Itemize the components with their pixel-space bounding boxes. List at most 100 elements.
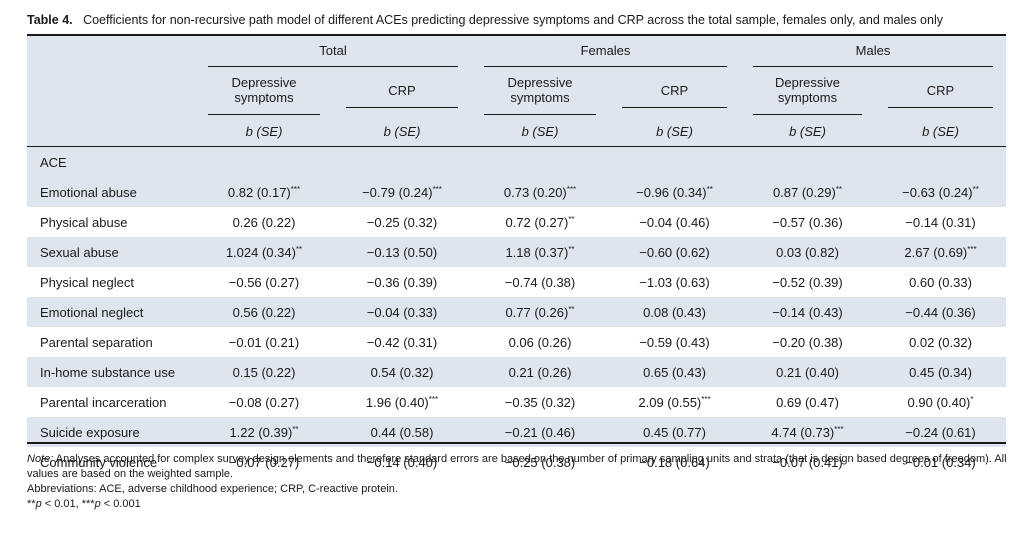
coefficient-cell: −0.01 (0.21) — [228, 334, 300, 350]
table-row: Sexual abuse 1.024 (0.34)** −0.13 (0.50) 1.… — [27, 237, 1006, 267]
coefficient-cell: −0.79 (0.24)*** — [333, 177, 471, 207]
coefficient-cell: 0.77 (0.26)** — [471, 297, 609, 327]
section-label: ACE — [27, 146, 195, 177]
stub-header — [27, 36, 195, 74]
table-row: Physical neglect −0.56 (0.27) −0.36 (0.39)… — [27, 267, 1006, 297]
ace-label: In-home substance use — [27, 357, 195, 387]
significance-marker: ** — [568, 304, 575, 314]
coefficient-cell: 0.02 (0.32) — [909, 334, 972, 350]
coefficient-cell: −0.57 (0.36) — [772, 214, 843, 230]
ace-label: Parental separation — [40, 334, 153, 350]
table-caption: Table 4. Coefficients for non-recursive … — [27, 12, 943, 28]
coefficient-cell: −0.07 (0.27) — [228, 454, 300, 470]
coefficient-cell: 0.06 (0.26) — [508, 334, 572, 350]
table-notes: Note: Analyses accounted for complex sur… — [27, 452, 1007, 512]
coefficient-unit-header: b (SE) — [245, 123, 283, 139]
table-body: ACE Emotional abuse 0.82 (0.17)*** −0.79 (… — [27, 146, 1006, 478]
ace-label: Community violence — [40, 454, 158, 470]
coefficient-cell: −1.03 (0.63) — [639, 274, 710, 290]
coefficient-unit-header: b (SE) — [656, 123, 693, 139]
table-row: Physical abuse 0.26 (0.22) −0.25 (0.32) 0.7… — [27, 207, 1006, 237]
significance-marker: ** — [972, 184, 979, 194]
table-header: Total Females Males Depressive symptoms … — [27, 36, 1006, 147]
coefficient-cell: 0.56 (0.22) — [195, 297, 333, 327]
significance-marker: * — [970, 394, 974, 404]
ace-label: Physical abuse — [40, 214, 128, 230]
coefficient-cell: −0.56 (0.27) — [228, 274, 300, 290]
outcome-header: CRP — [875, 74, 1006, 116]
coefficient-cell: 1.18 (0.37)** — [471, 237, 609, 267]
table-row: Community violence −0.07 (0.27) −0.14 (0.4… — [27, 447, 1006, 477]
significance-marker: *** — [701, 394, 711, 404]
coefficient-cell: 0.82 (0.17)*** — [195, 177, 333, 207]
coefficient-cell: −0.14 (0.40) — [366, 454, 438, 470]
coefficient-unit-header: b (SE) — [521, 123, 559, 139]
coefficient-cell: −0.25 (0.38) — [504, 454, 576, 470]
coefficient-cell: −0.35 (0.32) — [504, 394, 576, 410]
coefficient-cell: −0.13 (0.50) — [333, 237, 471, 267]
significance-marker: *** — [834, 424, 844, 434]
coefficient-unit-header: b (SE) — [789, 123, 826, 139]
coefficient-cell: 0.87 (0.29)** — [740, 177, 875, 207]
coefficient-cell: −0.20 (0.38) — [772, 334, 843, 350]
significance-legend: **p < 0.01, ***p < 0.001 — [27, 498, 141, 510]
coefficient-cell: −0.60 (0.62) — [609, 237, 740, 267]
coefficient-cell: −0.14 (0.43) — [740, 297, 875, 327]
coefficient-cell: −0.07 (0.41) — [772, 454, 843, 470]
significance-marker: ** — [292, 424, 299, 434]
table-row: Parental incarceration −0.08 (0.27) 1.96 (… — [27, 387, 1006, 417]
coefficient-cell: 0.45 (0.34) — [875, 357, 1006, 387]
coefficient-cell: −0.59 (0.43) — [639, 334, 710, 350]
units-header-row: b (SE) b (SE) b (SE) b (SE) b (SE) b (SE) — [27, 116, 1006, 147]
coefficient-cell: 1.96 (0.40)*** — [365, 394, 439, 410]
coefficient-cell: 0.21 (0.26) — [471, 357, 609, 387]
significance-marker: ** — [568, 214, 575, 224]
ace-label: Parental incarceration — [40, 394, 167, 410]
significance-marker: ** — [568, 244, 575, 254]
coefficient-cell: 0.54 (0.32) — [333, 357, 471, 387]
table-title: Coefficients for non-recursive path mode… — [83, 13, 943, 27]
coefficient-cell: 0.15 (0.22) — [195, 357, 333, 387]
significance-marker: *** — [967, 244, 977, 254]
coefficient-cell: 0.21 (0.40) — [740, 357, 875, 387]
significance-marker: ** — [835, 184, 843, 194]
significance-marker: *** — [290, 184, 301, 194]
table-row: Emotional abuse 0.82 (0.17)*** −0.79 (0.24… — [27, 177, 1006, 207]
coefficient-cell: 0.72 (0.27)** — [505, 214, 575, 230]
coefficient-cell: 1.024 (0.34)** — [195, 237, 333, 267]
table-number: Table 4. — [27, 13, 73, 27]
coefficient-cell: −0.14 (0.31) — [905, 214, 976, 230]
coefficient-cell: −0.25 (0.32) — [366, 214, 438, 230]
significance-marker: ** — [706, 184, 713, 194]
coefficient-cell: 2.67 (0.69)*** — [875, 237, 1006, 267]
ace-label: Emotional abuse — [27, 177, 195, 207]
coefficient-cell: −0.18 (0.64) — [639, 454, 710, 470]
abbreviations-text: Abbreviations: ACE, adverse childhood ex… — [27, 483, 398, 495]
coefficient-cell: −0.04 (0.33) — [333, 297, 471, 327]
coefficient-cell: −0.52 (0.39) — [772, 274, 843, 290]
outcome-header: Depressive symptoms — [471, 74, 609, 116]
top-rule — [27, 34, 1006, 36]
ace-label: Emotional neglect — [27, 297, 195, 327]
significance-marker: *** — [432, 184, 442, 194]
coefficient-unit-header: b (SE) — [383, 123, 421, 139]
coefficient-cell: −0.44 (0.36) — [875, 297, 1006, 327]
coefficient-cell: 0.08 (0.43) — [609, 297, 740, 327]
significance-marker: ** — [295, 244, 303, 254]
outcome-header: Depressive symptoms — [195, 74, 333, 116]
coefficient-cell: 0.60 (0.33) — [909, 274, 972, 290]
outcome-header: Depressive symptoms — [740, 74, 875, 116]
ace-label: Sexual abuse — [27, 237, 195, 267]
bottom-rule — [27, 442, 1006, 444]
table-row: Parental separation −0.01 (0.21) −0.42 (0.… — [27, 327, 1006, 357]
group-header-row: Total Females Males — [27, 36, 1006, 74]
coefficient-cell: −0.08 (0.27) — [228, 394, 300, 410]
coefficient-cell: 0.69 (0.47) — [776, 394, 839, 410]
coefficient-cell: −0.36 (0.39) — [366, 274, 438, 290]
coefficient-cell: 0.03 (0.82) — [740, 237, 875, 267]
note-text: Note: Analyses accounted for complex sur… — [27, 453, 1007, 480]
significance-marker: *** — [428, 394, 439, 404]
table-row: Emotional neglect 0.56 (0.22) −0.04 (0.33)… — [27, 297, 1006, 327]
section-row: ACE — [27, 146, 1006, 177]
outcome-header: CRP — [609, 74, 740, 116]
